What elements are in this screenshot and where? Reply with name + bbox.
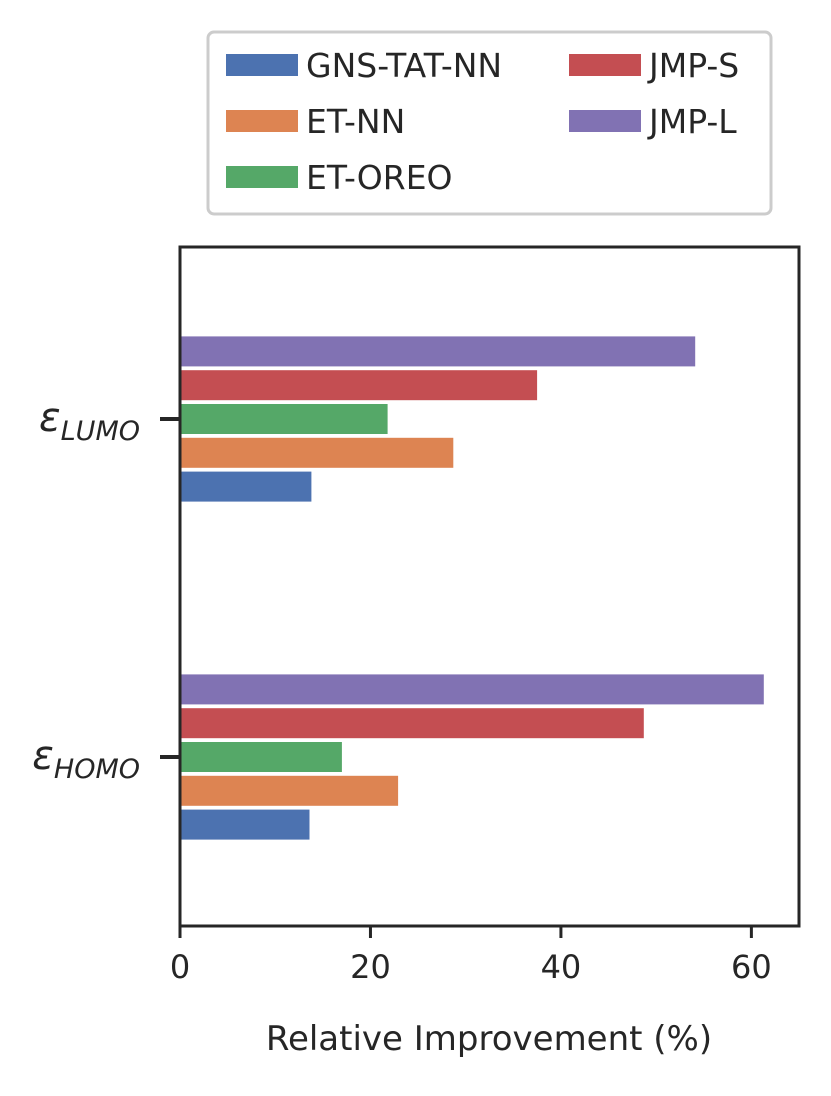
bar-jmp-l-homo xyxy=(181,674,764,705)
bar-jmp-l-lumo xyxy=(181,336,696,367)
legend-label-jmp-s: JMP-S xyxy=(647,46,739,85)
legend-swatch-jmp-s xyxy=(569,54,641,76)
legend-label-gns-tat-nn: GNS-TAT-NN xyxy=(306,46,502,85)
legend-label-jmp-l: JMP-L xyxy=(647,102,737,141)
bar-gns-tat-nn-homo xyxy=(181,809,310,840)
x-tick-label-0: 0 xyxy=(170,948,190,986)
bar-et-nn-homo xyxy=(181,775,399,806)
plot-frame xyxy=(178,245,801,928)
legend-label-et-nn: ET-NN xyxy=(306,102,405,141)
bars xyxy=(181,336,764,840)
x-axis-label: Relative Improvement (%) xyxy=(266,1019,712,1059)
bar-gns-tat-nn-lumo xyxy=(181,471,312,502)
legend-swatch-jmp-l xyxy=(569,110,641,132)
y-tick-label-lumo: εLUMO xyxy=(39,395,140,447)
legend-swatch-gns-tat-nn xyxy=(226,54,298,76)
legend: GNS-TAT-NN ET-NN ET-OREO JMP-S JMP-L xyxy=(206,30,773,216)
y-tick-label-homo: εHOMO xyxy=(32,733,140,785)
bar-et-oreo-lumo xyxy=(181,404,388,434)
x-tick-label-20: 20 xyxy=(350,948,391,986)
legend-box xyxy=(206,30,773,216)
bar-et-nn-lumo xyxy=(181,437,454,468)
axes: 0 20 40 60 εLUMO εHOMO xyxy=(32,245,801,986)
x-tick-label-60: 60 xyxy=(731,948,772,986)
bar-et-oreo-homo xyxy=(181,742,342,772)
bar-jmp-s-homo xyxy=(181,708,644,739)
legend-swatch-et-oreo xyxy=(226,166,298,188)
x-tick-label-40: 40 xyxy=(541,948,582,986)
legend-label-et-oreo: ET-OREO xyxy=(306,158,453,197)
legend-swatch-et-nn xyxy=(226,110,298,132)
bar-jmp-s-lumo xyxy=(181,370,538,401)
